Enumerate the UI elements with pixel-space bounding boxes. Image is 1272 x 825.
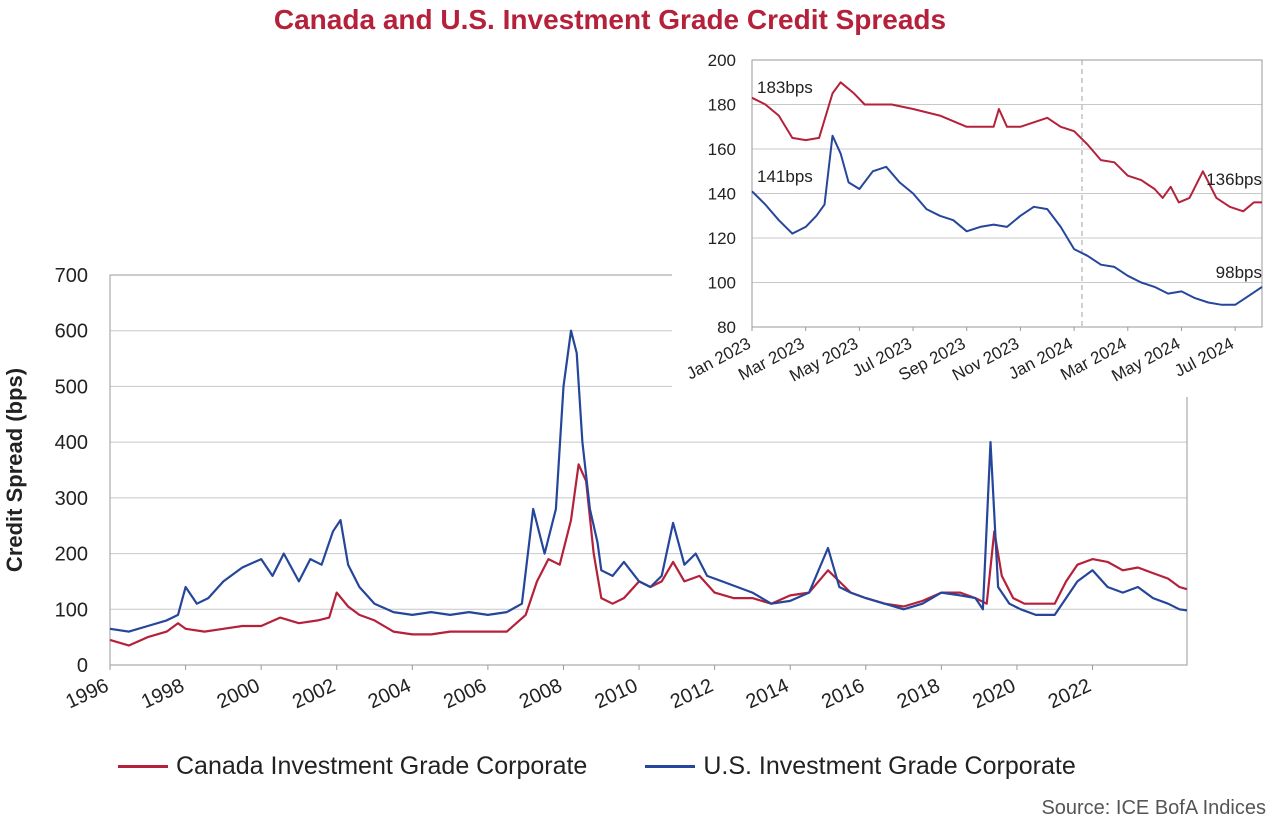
main-line-canada <box>109 463 1188 647</box>
y-tick-label: 100 <box>55 599 88 621</box>
source-note: Source: ICE BofA Indices <box>1041 797 1266 819</box>
annotation-canada-end: 136bps <box>1206 170 1262 189</box>
legend-label-canada: Canada Investment Grade Corporate <box>176 751 588 780</box>
legend-item-canada: Canada Investment Grade Corporate <box>118 752 587 781</box>
inset-series-lines <box>751 81 1263 306</box>
inset-y-tick-label: 80 <box>717 318 736 337</box>
y-tick-label: 0 <box>77 655 88 677</box>
x-tick-label: 1996 <box>62 675 112 714</box>
legend-swatch-us <box>645 764 696 768</box>
chart-title: Canada and U.S. Investment Grade Credit … <box>273 4 947 35</box>
main-y-tick-labels: 0 100 200 300 400 500 600 700 <box>55 265 88 677</box>
x-tick-label: 2010 <box>592 675 642 714</box>
main-plot-frame <box>109 274 1188 666</box>
main-series-lines <box>109 329 1188 647</box>
y-tick-label: 200 <box>55 544 88 566</box>
inset-plot-frame <box>751 59 1263 328</box>
main-line-us <box>109 329 1188 633</box>
legend-swatch-canada <box>118 764 168 768</box>
y-axis-label: Credit Spread (bps) <box>2 368 27 572</box>
x-tick-label: 1998 <box>138 675 188 714</box>
x-tick-label: 2004 <box>365 675 415 714</box>
x-tick-label: 2000 <box>214 675 264 714</box>
x-tick-label: 2006 <box>440 675 490 714</box>
legend-label-us: U.S. Investment Grade Corporate <box>703 751 1076 780</box>
legend: Canada Investment Grade Corporate U.S. I… <box>118 748 1134 784</box>
annotation-us-start: 141bps <box>757 167 813 186</box>
x-tick-label: 2020 <box>969 675 1019 714</box>
inset-y-tick-labels: 80 100 120 140 160 180 200 <box>708 51 736 337</box>
x-tick-label: 2018 <box>894 675 944 714</box>
inset-y-tick-label: 200 <box>708 51 736 70</box>
inset-gridlines <box>752 104 1262 283</box>
x-tick-label: 2016 <box>818 675 868 714</box>
inset-y-tick-label: 140 <box>708 185 736 204</box>
legend-item-us: U.S. Investment Grade Corporate <box>645 751 1076 781</box>
y-tick-label: 600 <box>55 321 88 343</box>
x-tick-label: 2008 <box>516 675 566 714</box>
x-tick-label: 2014 <box>743 675 793 714</box>
y-tick-label: 300 <box>55 488 88 510</box>
main-x-tick-labels: 1996 1998 2000 2002 2004 2006 2008 2010 2012 2014… <box>62 665 1095 714</box>
inset-line-canada <box>751 81 1262 213</box>
annotation-us-end: 98bps <box>1216 263 1262 282</box>
inset-y-tick-label: 160 <box>708 140 736 159</box>
x-tick-label: 2022 <box>1045 675 1095 714</box>
inset-line-us <box>751 134 1263 306</box>
y-tick-label: 500 <box>55 376 88 398</box>
inset-y-tick-label: 120 <box>708 229 736 248</box>
y-tick-label: 400 <box>55 432 88 454</box>
x-tick-label: 2012 <box>667 675 717 714</box>
inset-y-tick-label: 100 <box>708 274 736 293</box>
inset-y-tick-label: 180 <box>708 96 736 115</box>
inset-background <box>672 42 1272 397</box>
annotation-canada-start: 183bps <box>757 78 813 97</box>
x-tick-label: 2002 <box>289 675 339 714</box>
y-tick-label: 700 <box>55 265 88 287</box>
